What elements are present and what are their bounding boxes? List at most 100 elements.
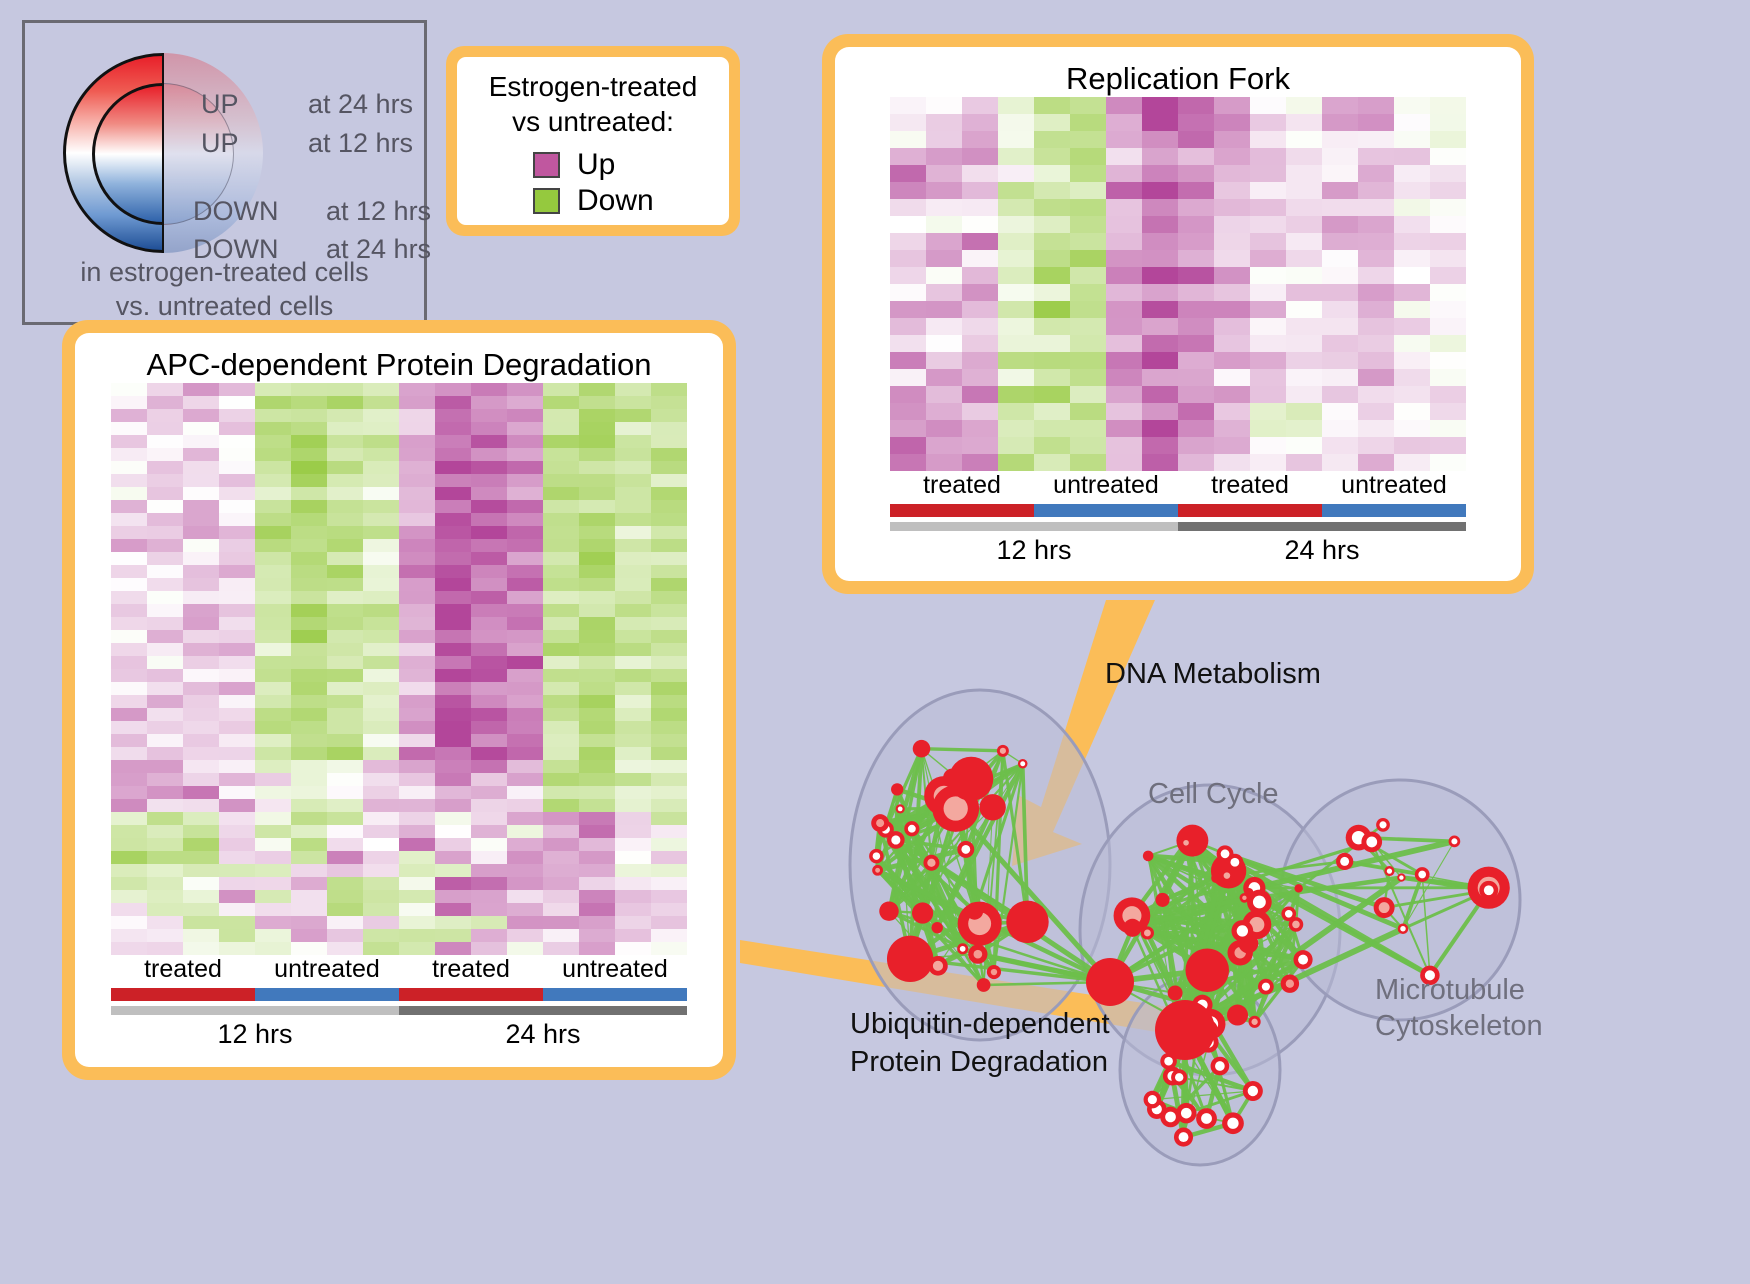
heatmap-cell bbox=[1214, 199, 1250, 216]
heatmap-cell bbox=[1142, 437, 1178, 454]
heatmap-cell bbox=[255, 565, 291, 578]
heatmap-cell bbox=[926, 97, 962, 114]
heatmap-cell bbox=[1250, 369, 1286, 386]
heatmap-cell bbox=[219, 721, 255, 734]
heatmap-cell bbox=[471, 942, 507, 955]
heatmap-cell bbox=[926, 165, 962, 182]
heatmap-cell bbox=[926, 301, 962, 318]
condition-bar-untreated-24 bbox=[543, 988, 687, 1001]
network-node-core bbox=[1179, 1132, 1189, 1142]
heatmap-cell bbox=[363, 812, 399, 825]
network-node-core bbox=[1399, 875, 1403, 879]
heatmap-cell bbox=[147, 656, 183, 669]
heatmap-cell bbox=[399, 786, 435, 799]
heatmap-cell bbox=[962, 148, 998, 165]
heatmap-cell bbox=[363, 734, 399, 747]
heatmap-cell bbox=[327, 695, 363, 708]
heatmap-cell bbox=[399, 877, 435, 890]
heatmap-cell bbox=[1178, 437, 1214, 454]
heatmap-cell bbox=[435, 864, 471, 877]
heatmap-cell bbox=[651, 825, 687, 838]
heatmap-cell bbox=[1178, 403, 1214, 420]
heatmap-cell bbox=[435, 734, 471, 747]
heatmap-cell bbox=[543, 435, 579, 448]
heatmap-cell bbox=[147, 539, 183, 552]
heatmap-cell bbox=[615, 604, 651, 617]
heatmap-cell bbox=[327, 760, 363, 773]
heatmap-cell bbox=[183, 539, 219, 552]
heatmap-cell bbox=[1250, 97, 1286, 114]
heatmap-cell bbox=[1322, 250, 1358, 267]
heatmap-cell bbox=[1358, 369, 1394, 386]
heatmap-cell bbox=[147, 877, 183, 890]
heatmap-cell bbox=[255, 526, 291, 539]
heatmap-cell bbox=[399, 812, 435, 825]
heatmap-cell bbox=[1322, 369, 1358, 386]
heatmap-cell bbox=[219, 877, 255, 890]
heatmap-cell bbox=[1178, 301, 1214, 318]
heatmap-cell bbox=[543, 474, 579, 487]
heatmap-cell bbox=[615, 903, 651, 916]
heatmap-cell bbox=[962, 420, 998, 437]
heatmap-cell bbox=[615, 734, 651, 747]
heatmap-cell bbox=[1070, 454, 1106, 471]
heatmap-cell bbox=[507, 383, 543, 396]
heatmap-cell bbox=[471, 435, 507, 448]
heatmap-cell bbox=[147, 825, 183, 838]
heatmap-cell bbox=[1394, 233, 1430, 250]
heatmap-cell bbox=[1394, 352, 1430, 369]
heatmap-cell bbox=[1394, 114, 1430, 131]
heatmap-cell bbox=[998, 233, 1034, 250]
heatmap-cell bbox=[1286, 284, 1322, 301]
heatmap-cell bbox=[651, 682, 687, 695]
heatmap-cell bbox=[579, 682, 615, 695]
heatmap-cell bbox=[327, 656, 363, 669]
heatmap-cell bbox=[998, 148, 1034, 165]
heatmap-cell bbox=[471, 721, 507, 734]
heatmap-cell bbox=[1286, 301, 1322, 318]
wheel-label-up-24: UP bbox=[201, 89, 239, 119]
heatmap-cell bbox=[1070, 131, 1106, 148]
heatmap-cell bbox=[255, 903, 291, 916]
heatmap-cell bbox=[615, 760, 651, 773]
heatmap-cell bbox=[1430, 131, 1466, 148]
heatmap-cell bbox=[219, 552, 255, 565]
heatmap-cell bbox=[471, 630, 507, 643]
heatmap-cell bbox=[183, 864, 219, 877]
heatmap-cell bbox=[183, 812, 219, 825]
heatmap-cell bbox=[998, 403, 1034, 420]
heatmap-cell bbox=[435, 617, 471, 630]
heatmap-cell bbox=[291, 747, 327, 760]
heatmap-cell bbox=[651, 747, 687, 760]
heatmap-cell bbox=[1106, 352, 1142, 369]
heatmap-cell bbox=[1322, 233, 1358, 250]
heatmap-cell bbox=[363, 799, 399, 812]
heatmap-cell bbox=[471, 773, 507, 786]
heatmap-cell bbox=[615, 630, 651, 643]
heatmap-cell bbox=[615, 656, 651, 669]
heatmap-cell bbox=[363, 604, 399, 617]
heatmap-cell bbox=[926, 454, 962, 471]
heatmap-cell bbox=[255, 552, 291, 565]
heatmap-cell bbox=[147, 630, 183, 643]
heatmap-cell bbox=[1142, 335, 1178, 352]
heatmap-cell bbox=[111, 565, 147, 578]
heatmap-cell bbox=[615, 383, 651, 396]
heatmap-cell bbox=[363, 786, 399, 799]
heatmap-cell bbox=[926, 114, 962, 131]
heatmap-cell bbox=[255, 617, 291, 630]
heatmap-cell bbox=[435, 591, 471, 604]
heatmap-cell bbox=[890, 131, 926, 148]
heatmap-cell bbox=[926, 369, 962, 386]
heatmap-cell bbox=[507, 552, 543, 565]
heatmap-cell bbox=[111, 747, 147, 760]
heatmap-cell bbox=[1394, 250, 1430, 267]
heatmap-cell bbox=[1070, 318, 1106, 335]
heatmap-cell bbox=[1142, 420, 1178, 437]
heatmap-cell bbox=[399, 630, 435, 643]
heatmap-cell bbox=[111, 396, 147, 409]
heatmap-cell bbox=[1142, 131, 1178, 148]
heatmap-cell bbox=[291, 760, 327, 773]
heatmap-cell bbox=[183, 916, 219, 929]
heatmap-cell bbox=[579, 409, 615, 422]
